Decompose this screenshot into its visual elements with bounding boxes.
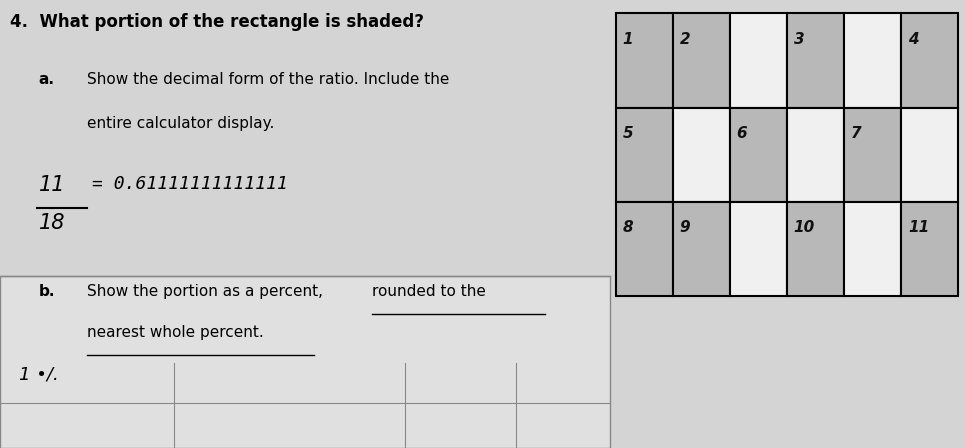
Text: 3: 3: [794, 32, 805, 47]
Text: 1: 1: [622, 32, 633, 47]
Bar: [730, 13, 787, 108]
Text: rounded to the: rounded to the: [372, 284, 485, 299]
Bar: [616, 13, 673, 108]
Bar: [730, 108, 787, 202]
Text: Show the decimal form of the ratio. Include the: Show the decimal form of the ratio. Incl…: [87, 72, 450, 86]
Bar: [901, 202, 958, 296]
Text: 6: 6: [736, 126, 747, 142]
Bar: [673, 108, 730, 202]
Bar: [673, 13, 730, 108]
Text: Show the portion as a percent,: Show the portion as a percent,: [87, 284, 323, 299]
Text: 9: 9: [679, 220, 690, 236]
Text: 10: 10: [794, 220, 815, 236]
Text: 18: 18: [39, 213, 65, 233]
Bar: [673, 202, 730, 296]
Bar: [786, 13, 844, 108]
Text: b.: b.: [39, 284, 55, 299]
Text: entire calculator display.: entire calculator display.: [87, 116, 274, 131]
Bar: [616, 202, 673, 296]
Bar: [844, 13, 901, 108]
Bar: [730, 202, 787, 296]
Bar: [844, 108, 901, 202]
Text: = 0.61111111111111: = 0.61111111111111: [92, 175, 288, 193]
Bar: [901, 108, 958, 202]
Bar: [0, 276, 610, 448]
Text: 5: 5: [622, 126, 633, 142]
Text: 4: 4: [908, 32, 919, 47]
Text: a.: a.: [39, 72, 55, 86]
Text: 8: 8: [622, 220, 633, 236]
Bar: [844, 202, 901, 296]
Bar: [901, 13, 958, 108]
Text: 11: 11: [39, 175, 65, 195]
Text: 2: 2: [679, 32, 690, 47]
Bar: [616, 108, 673, 202]
Text: 11: 11: [908, 220, 929, 236]
Text: 1 •/.: 1 •/.: [19, 365, 59, 383]
Text: nearest whole percent.: nearest whole percent.: [87, 325, 263, 340]
Bar: [786, 108, 844, 202]
Text: 4.  What portion of the rectangle is shaded?: 4. What portion of the rectangle is shad…: [10, 13, 424, 31]
Bar: [786, 202, 844, 296]
Text: 7: 7: [851, 126, 862, 142]
